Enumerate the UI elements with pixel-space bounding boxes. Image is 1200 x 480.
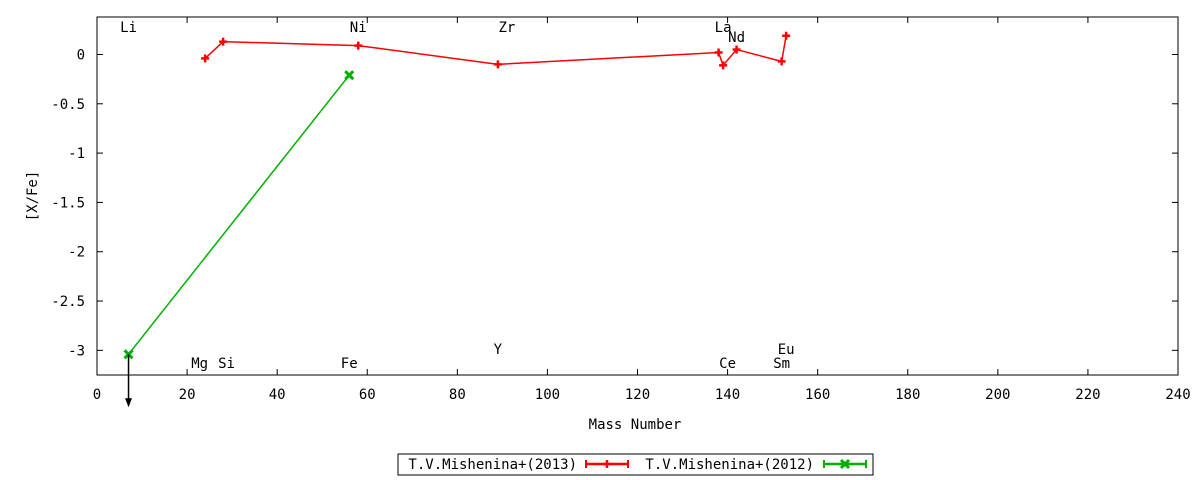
data-point-series-0 <box>219 37 228 46</box>
x-tick-label: 40 <box>269 387 286 403</box>
y-tick-label: 0 <box>77 47 85 63</box>
element-label: Y <box>494 342 503 358</box>
element-label: Zr <box>498 20 515 36</box>
x-tick-label: 120 <box>625 387 650 403</box>
element-label: Nd <box>728 30 745 46</box>
plot-frame <box>96 16 1179 376</box>
series-lines <box>127 35 787 355</box>
x-tick-label: 200 <box>985 387 1010 403</box>
data-point-series-0 <box>714 48 723 57</box>
data-point-series-0 <box>777 57 786 66</box>
data-point-series-0 <box>201 54 210 63</box>
data-point-series-1 <box>344 70 355 81</box>
y-tick-label: -0.5 <box>51 97 85 113</box>
x-tick-label: 180 <box>895 387 920 403</box>
x-tick-label: 0 <box>93 387 101 403</box>
x-tick-label: 160 <box>805 387 830 403</box>
data-point-series-0 <box>354 41 363 50</box>
x-tick-label: 20 <box>179 387 196 403</box>
legend-key-mishenina-2012 <box>823 458 867 470</box>
element-label: Fe <box>341 356 358 372</box>
element-label: Li <box>120 20 137 36</box>
data-point-series-0 <box>719 61 728 70</box>
upper-limit-arrows <box>125 354 133 408</box>
upper-limit-arrow-head <box>125 398 133 408</box>
y-tick-labels: 0 -0.5 -1 -1.5 -2 -2.5 -3 <box>51 47 85 359</box>
x-axis-label: Mass Number <box>589 417 682 433</box>
series-line-1 <box>127 74 350 355</box>
y-tick-label: -1 <box>68 146 85 162</box>
y-tick-label: -2.5 <box>51 294 85 310</box>
element-label: Ce <box>719 356 736 372</box>
x-tick-label: 80 <box>449 387 466 403</box>
element-label: La <box>715 20 732 36</box>
element-label: Eu <box>778 342 795 358</box>
element-label: Mg <box>191 356 208 372</box>
series-line-0 <box>204 35 787 67</box>
y-tick-label: -2 <box>68 245 85 261</box>
legend-box <box>397 453 874 476</box>
y-tick-label: -3 <box>68 343 85 359</box>
legend-label-mishenina-2013: T.V.Mishenina+(2013) <box>408 457 577 473</box>
element-label: Ni <box>350 20 367 36</box>
legend-label-mishenina-2012: T.V.Mishenina+(2012) <box>645 457 814 473</box>
axis-ticks <box>96 17 1179 375</box>
data-point-series-0 <box>732 45 741 54</box>
legend-key-mishenina-2013 <box>585 460 629 468</box>
legend: T.V.Mishenina+(2013) T.V.Mishenina+(2012… <box>397 453 874 476</box>
y-axis-label: [X/Fe] <box>25 171 41 222</box>
legend-key-marker <box>839 458 851 470</box>
y-tick-label: -1.5 <box>51 195 85 211</box>
data-point-series-0 <box>493 60 502 69</box>
x-tick-label: 220 <box>1075 387 1100 403</box>
x-tick-label: 60 <box>359 387 376 403</box>
data-point-series-0 <box>782 31 791 40</box>
element-label: Si <box>218 356 235 372</box>
x-tick-label: 140 <box>715 387 740 403</box>
x-tick-label: 240 <box>1165 387 1190 403</box>
series-markers <box>123 31 791 360</box>
x-tick-label: 100 <box>535 387 560 403</box>
element-label: Sm <box>773 356 790 372</box>
legend-key-marker <box>603 460 611 468</box>
x-tick-labels: 0 20 40 60 80 100 120 140 160 180 200 220 240 <box>93 387 1191 403</box>
